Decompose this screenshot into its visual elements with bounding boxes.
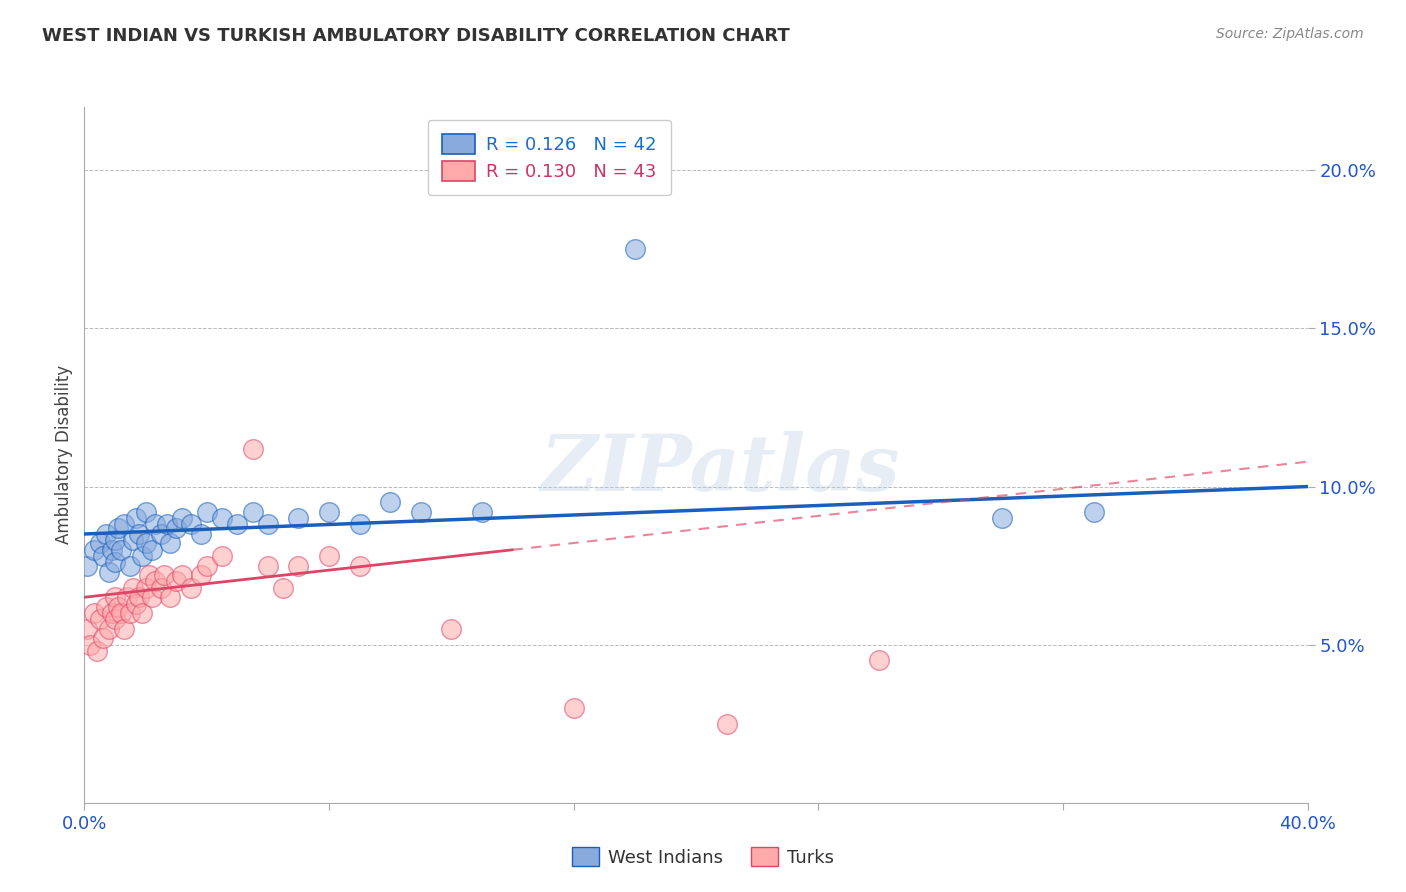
Point <box>242 505 264 519</box>
Point <box>471 505 494 519</box>
Point <box>94 527 117 541</box>
Point <box>172 568 194 582</box>
Point <box>991 511 1014 525</box>
Point <box>110 542 132 557</box>
Point <box>135 581 157 595</box>
Point <box>226 517 249 532</box>
Point <box>195 505 218 519</box>
Point <box>143 574 166 589</box>
Point <box>562 701 585 715</box>
Point <box>318 549 340 563</box>
Point <box>349 558 371 573</box>
Point <box>89 612 111 626</box>
Point <box>287 558 309 573</box>
Point <box>440 622 463 636</box>
Point <box>91 632 114 646</box>
Point <box>83 542 105 557</box>
Point <box>180 581 202 595</box>
Y-axis label: Ambulatory Disability: Ambulatory Disability <box>55 366 73 544</box>
Point <box>153 568 176 582</box>
Point <box>101 542 124 557</box>
Point <box>104 591 127 605</box>
Point <box>409 505 432 519</box>
Point <box>349 517 371 532</box>
Point <box>79 638 101 652</box>
Point <box>165 521 187 535</box>
Point <box>257 517 280 532</box>
Point <box>115 591 138 605</box>
Point <box>131 549 153 563</box>
Point <box>143 517 166 532</box>
Point <box>141 591 163 605</box>
Point <box>1083 505 1105 519</box>
Point <box>180 517 202 532</box>
Point <box>97 565 120 579</box>
Point <box>138 568 160 582</box>
Point <box>242 442 264 456</box>
Text: WEST INDIAN VS TURKISH AMBULATORY DISABILITY CORRELATION CHART: WEST INDIAN VS TURKISH AMBULATORY DISABI… <box>42 27 790 45</box>
Point <box>120 558 142 573</box>
Point <box>112 622 135 636</box>
Point <box>122 581 145 595</box>
Point <box>112 517 135 532</box>
Point <box>149 527 172 541</box>
Point <box>122 533 145 548</box>
Point <box>135 536 157 550</box>
Point <box>190 568 212 582</box>
Point <box>76 558 98 573</box>
Point <box>172 511 194 525</box>
Point <box>128 527 150 541</box>
Point <box>83 606 105 620</box>
Point <box>869 653 891 667</box>
Point <box>125 511 148 525</box>
Point <box>86 644 108 658</box>
Point <box>195 558 218 573</box>
Point <box>131 606 153 620</box>
Point <box>76 622 98 636</box>
Point <box>318 505 340 519</box>
Point <box>97 622 120 636</box>
Point <box>104 556 127 570</box>
Point <box>380 495 402 509</box>
Point <box>104 612 127 626</box>
Point <box>128 591 150 605</box>
Text: Source: ZipAtlas.com: Source: ZipAtlas.com <box>1216 27 1364 41</box>
Point <box>190 527 212 541</box>
Point <box>624 243 647 257</box>
Point <box>159 536 181 550</box>
Point <box>110 606 132 620</box>
Point <box>125 597 148 611</box>
Point <box>271 581 294 595</box>
Legend: R = 0.126   N = 42, R = 0.130   N = 43: R = 0.126 N = 42, R = 0.130 N = 43 <box>427 120 671 195</box>
Text: ZIPatlas: ZIPatlas <box>541 431 900 507</box>
Point <box>94 599 117 614</box>
Point <box>149 581 172 595</box>
Point <box>716 716 738 731</box>
Point <box>91 549 114 563</box>
Point <box>120 606 142 620</box>
Point <box>156 517 179 532</box>
Point <box>104 533 127 548</box>
Legend: West Indians, Turks: West Indians, Turks <box>565 840 841 874</box>
Point <box>141 542 163 557</box>
Point <box>89 536 111 550</box>
Point <box>107 521 129 535</box>
Point <box>101 606 124 620</box>
Point <box>287 511 309 525</box>
Point <box>211 549 233 563</box>
Point <box>159 591 181 605</box>
Point <box>257 558 280 573</box>
Point <box>211 511 233 525</box>
Point <box>135 505 157 519</box>
Point <box>165 574 187 589</box>
Point <box>107 599 129 614</box>
